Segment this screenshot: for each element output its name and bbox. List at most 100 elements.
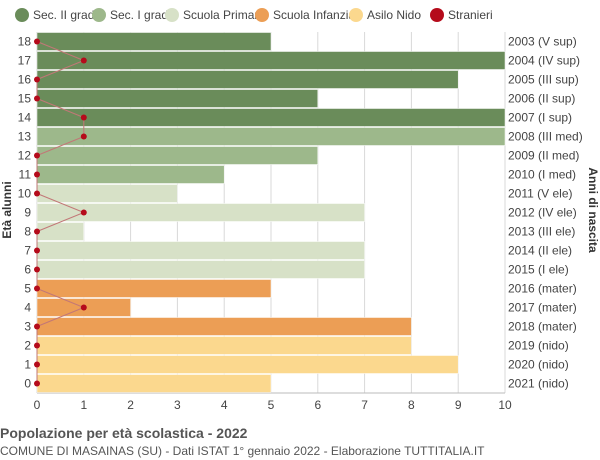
stranieri-point-age-0 — [34, 380, 40, 387]
birth-year-label: 2014 (II ele) — [508, 244, 572, 258]
birth-year-label: 2004 (IV sup) — [508, 54, 580, 68]
chart-title: Popolazione per età scolastica - 2022 — [0, 425, 248, 441]
birth-year-label: 2011 (V ele) — [508, 187, 572, 201]
legend-marker-sec-i-grado — [92, 8, 106, 22]
legend-label-scuola-primaria: Scuola Primaria — [183, 8, 268, 22]
stranieri-point-age-13 — [80, 133, 87, 140]
chart-legend: Sec. II grado Sec. I grado Scuola Primaria… — [15, 8, 493, 22]
birth-year-axis-labels: 2003 (V sup) 2004 (IV sup) 2005 (III sup) 2… — [508, 35, 583, 391]
age-label: 8 — [24, 225, 31, 239]
age-label: 12 — [18, 149, 32, 163]
bar-age-11 — [36, 165, 225, 184]
age-label: 15 — [18, 92, 32, 106]
birth-year-label: 2018 (mater) — [508, 320, 577, 334]
birth-year-label: 2017 (mater) — [508, 301, 577, 315]
birth-year-label: 2016 (mater) — [508, 282, 577, 296]
legend-marker-scuola-infanzia — [255, 8, 269, 22]
x-tick-label: 6 — [314, 398, 321, 412]
legend-label-sec-i-grado: Sec. I grado — [110, 8, 175, 22]
birth-year-label: 2012 (IV ele) — [508, 206, 577, 220]
age-label: 1 — [24, 358, 31, 372]
age-label: 16 — [18, 73, 32, 87]
bar-age-13 — [36, 127, 506, 146]
bar-age-1 — [36, 355, 459, 374]
birth-year-label: 2015 (I ele) — [508, 263, 569, 277]
birth-year-label: 2013 (III ele) — [508, 225, 575, 239]
x-tick-label: 0 — [34, 398, 41, 412]
y-axis-right-title: Anni di nascita — [586, 167, 600, 253]
legend-label-asilo-nido: Asilo Nido — [367, 8, 421, 22]
stranieri-point-age-3 — [34, 323, 40, 330]
x-tick-label: 5 — [268, 398, 275, 412]
legend-label-scuola-infanzia: Scuola Infanzia — [273, 8, 355, 22]
bar-age-2 — [36, 336, 412, 355]
stranieri-point-age-17 — [80, 57, 87, 64]
x-tick-label: 9 — [455, 398, 462, 412]
stranieri-point-age-18 — [34, 38, 40, 45]
age-label: 17 — [18, 54, 32, 68]
age-label: 3 — [24, 320, 31, 334]
birth-year-label: 2006 (II sup) — [508, 92, 575, 106]
y-axis-left-title: Età alunni — [0, 181, 14, 238]
stranieri-point-age-2 — [34, 342, 40, 349]
birth-year-label: 2003 (V sup) — [508, 35, 577, 49]
stranieri-point-age-6 — [34, 266, 40, 273]
legend-marker-asilo-nido — [349, 8, 363, 22]
birth-year-label: 2020 (nido) — [508, 358, 569, 372]
chart-footer: Popolazione per età scolastica - 2022 CO… — [0, 423, 600, 459]
stranieri-point-age-12 — [34, 152, 40, 159]
stranieri-point-age-4 — [80, 304, 87, 311]
birth-year-label: 2010 (I med) — [508, 168, 576, 182]
age-label: 10 — [18, 187, 32, 201]
bar-age-17 — [36, 51, 506, 70]
age-label: 14 — [18, 111, 32, 125]
age-label: 5 — [24, 282, 31, 296]
bar-age-12 — [36, 146, 319, 165]
x-tick-label: 3 — [174, 398, 181, 412]
stranieri-point-age-11 — [34, 171, 40, 178]
stranieri-point-age-7 — [34, 247, 40, 254]
stranieri-point-age-1 — [34, 361, 40, 368]
bar-age-15 — [36, 89, 319, 108]
legend-label-sec-ii-grado: Sec. II grado — [33, 8, 101, 22]
bar-age-8 — [36, 222, 85, 241]
age-label: 9 — [24, 206, 31, 220]
bar-age-5 — [36, 279, 272, 298]
stranieri-point-age-10 — [34, 190, 40, 197]
x-tick-label: 7 — [361, 398, 368, 412]
bar-age-3 — [36, 317, 412, 336]
x-tick-label: 8 — [408, 398, 415, 412]
x-axis-ticks: 0 1 2 3 4 5 6 7 8 9 10 — [34, 398, 512, 412]
bar-age-7 — [36, 241, 365, 260]
x-tick-label: 2 — [127, 398, 134, 412]
bar-age-18 — [36, 32, 272, 51]
bar-age-6 — [36, 260, 365, 279]
birth-year-label: 2021 (nido) — [508, 377, 569, 391]
chart-subtitle: COMUNE DI MASAINAS (SU) - Dati ISTAT 1° … — [0, 444, 485, 458]
birth-year-label: 2005 (III sup) — [508, 73, 579, 87]
bar-age-16 — [36, 70, 459, 89]
age-label: 7 — [24, 244, 31, 258]
x-tick-label: 4 — [221, 398, 228, 412]
x-tick-label: 1 — [80, 398, 87, 412]
chart-bars — [36, 32, 506, 393]
birth-year-label: 2007 (I sup) — [508, 111, 572, 125]
stranieri-series — [34, 38, 87, 387]
bar-age-0 — [36, 374, 272, 393]
school-age-population-chart: Sec. II grado Sec. I grado Scuola Primaria… — [0, 8, 600, 412]
stranieri-point-age-9 — [80, 209, 87, 216]
legend-marker-stranieri — [430, 8, 444, 22]
stranieri-point-age-15 — [34, 95, 40, 102]
legend-marker-scuola-primaria — [165, 8, 179, 22]
legend-label-stranieri: Stranieri — [448, 8, 493, 22]
bar-age-10 — [36, 184, 178, 203]
stranieri-point-age-16 — [34, 76, 40, 83]
age-label: 2 — [24, 339, 31, 353]
age-label: 0 — [24, 377, 31, 391]
stranieri-point-age-5 — [34, 285, 40, 292]
stranieri-point-age-8 — [34, 228, 40, 235]
age-label: 13 — [18, 130, 32, 144]
birth-year-label: 2008 (III med) — [508, 130, 583, 144]
legend-marker-sec-ii-grado — [15, 8, 29, 22]
